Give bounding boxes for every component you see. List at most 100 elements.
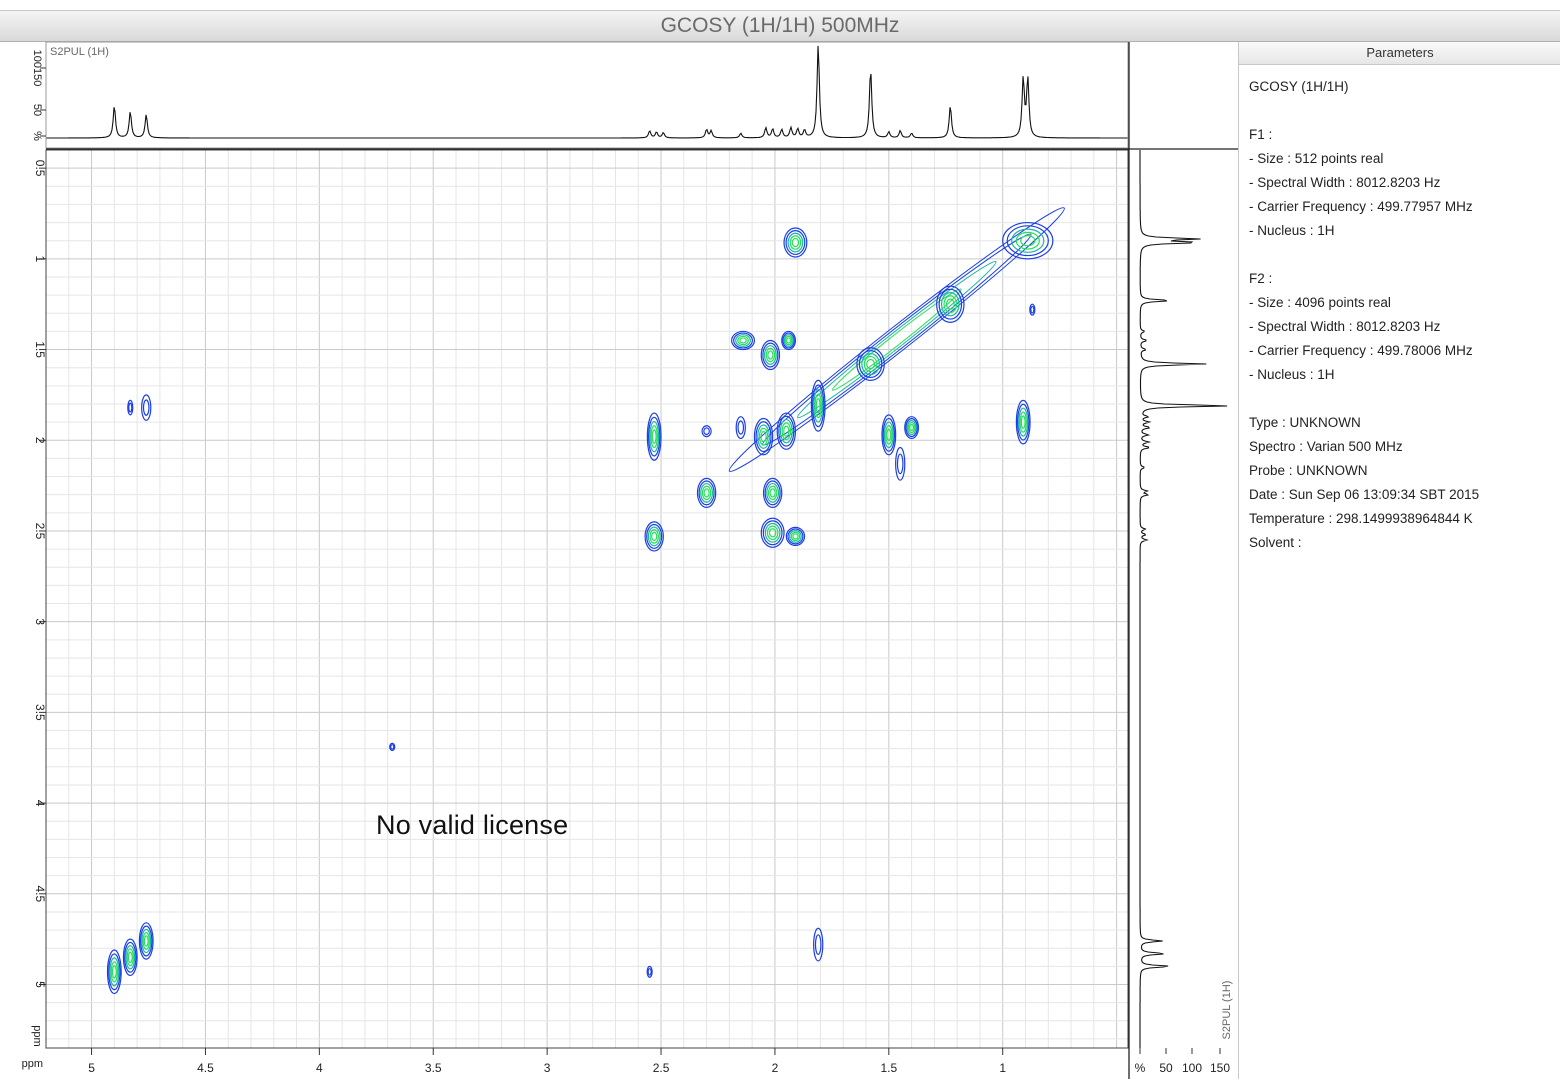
contour-peak (701, 425, 712, 438)
contour-level (1002, 221, 1054, 260)
contour-level (906, 419, 917, 436)
right-projection-trace (1139, 150, 1228, 1048)
diagonal-contour (797, 260, 997, 419)
contour-level (757, 424, 770, 449)
contour-level (755, 421, 772, 453)
contour-level (389, 742, 396, 752)
top-projection-label: S2PUL (1H) (50, 46, 109, 58)
contour-level (703, 427, 710, 436)
axes: 5 4.5 4 3.5 3 2.5 2 1.5 1 ppm 0.5 1 1.5 2 2.5 3 3.5 4 4.5 5… (22, 46, 1233, 1075)
contour-peak (138, 922, 154, 960)
contour-peak (785, 526, 806, 547)
right-proj-tick-label: 100 (1182, 1061, 1202, 1075)
contour-level (1006, 225, 1049, 257)
contour-level (142, 399, 150, 416)
contour-level (735, 416, 746, 440)
contour-level (783, 425, 790, 437)
contour-level (138, 922, 154, 960)
contour-level (786, 337, 792, 344)
contour-level (904, 416, 920, 440)
contour-level (787, 232, 804, 253)
contour-level (127, 951, 133, 963)
param-f1-carrier: - Carrier Frequency : 499.77957 MHz (1249, 199, 1473, 214)
contour-level (141, 394, 152, 421)
contour-level (766, 525, 779, 541)
param-f1-nucleus: - Nucleus : 1H (1249, 223, 1335, 238)
right-projection (1139, 150, 1228, 1048)
contour-peak (762, 477, 783, 508)
contour-level (765, 347, 776, 363)
contour-level (861, 353, 880, 376)
contour-level (1020, 235, 1036, 247)
contour-level (140, 925, 153, 957)
contour-level (907, 421, 916, 434)
x-tick-label: 5 (88, 1061, 95, 1075)
contour-peak (813, 927, 824, 962)
contour-peaks (106, 221, 1054, 995)
contour-level (782, 332, 795, 349)
contour-level (141, 928, 152, 954)
y-tick-label: 4 (33, 800, 47, 807)
contour-level (760, 517, 785, 548)
contour-level (938, 288, 963, 320)
plot-frame (45, 41, 1238, 1079)
contour-level (651, 531, 658, 542)
contour-level (128, 402, 133, 413)
contour-level (1019, 411, 1027, 433)
parameters-panel: Parameters GCOSY (1H/1H) F1 : - Size : 5… (1238, 42, 1560, 1079)
diagonal-contour (831, 288, 962, 391)
contour-level (111, 965, 117, 979)
contour-level (650, 425, 658, 449)
x-tick-label: 2.5 (653, 1061, 670, 1075)
contour-peak (936, 285, 965, 323)
param-temperature: Temperature : 298.1499938964844 K (1249, 511, 1473, 526)
contour-level (649, 529, 659, 544)
contour-level (701, 485, 712, 501)
param-f1-label: F1 : (1249, 127, 1273, 142)
contour-level (698, 480, 715, 506)
contour-level (886, 428, 892, 442)
contour-level (762, 342, 779, 368)
contour-level (1018, 407, 1029, 437)
contour-peak (644, 521, 664, 552)
y-tick-label: 4.5 (33, 885, 47, 902)
contour-level (733, 332, 753, 349)
contour-peak (881, 414, 897, 456)
contour-peak (904, 416, 920, 440)
contour-peak (776, 412, 797, 450)
contour-peak (781, 330, 797, 351)
param-probe: Probe : UNKNOWN (1249, 463, 1368, 478)
y-tick-label: 2 (33, 437, 47, 444)
contour-level (647, 967, 652, 976)
contour-level (122, 938, 138, 977)
right-proj-tick-label: 150 (1210, 1061, 1230, 1075)
contour-level (856, 347, 885, 381)
contour-level (812, 384, 825, 428)
contour-peak (735, 416, 746, 440)
contour-level (814, 393, 822, 419)
contour-level (110, 961, 119, 983)
contour-level (760, 430, 767, 443)
contour-level (791, 237, 800, 248)
nmr-plot[interactable]: 5 4.5 4 3.5 3 2.5 2 1.5 1 ppm 0.5 1 1.5 2 2.5 3 3.5 4 4.5 5… (0, 0, 1238, 1079)
contour-level (700, 482, 714, 503)
contour-peak (122, 938, 138, 977)
grid (45, 149, 1128, 1048)
contour-level (764, 522, 781, 543)
top-projection (46, 45, 1128, 139)
contour-level (896, 453, 904, 475)
contour-level (905, 418, 918, 438)
license-watermark: No valid license (376, 810, 569, 840)
contour-level (760, 339, 781, 371)
contour-level (779, 418, 793, 444)
contour-level (783, 227, 808, 258)
contour-level (778, 415, 795, 447)
contour-level (881, 414, 897, 456)
x-tick-label: 4 (316, 1061, 323, 1075)
x-tick-label: 3.5 (425, 1061, 442, 1075)
contour-level (753, 417, 774, 456)
top-proj-tick-label: % (31, 131, 43, 141)
contour-peak (731, 330, 756, 351)
contour-level (768, 528, 777, 538)
contour-level (646, 965, 653, 978)
